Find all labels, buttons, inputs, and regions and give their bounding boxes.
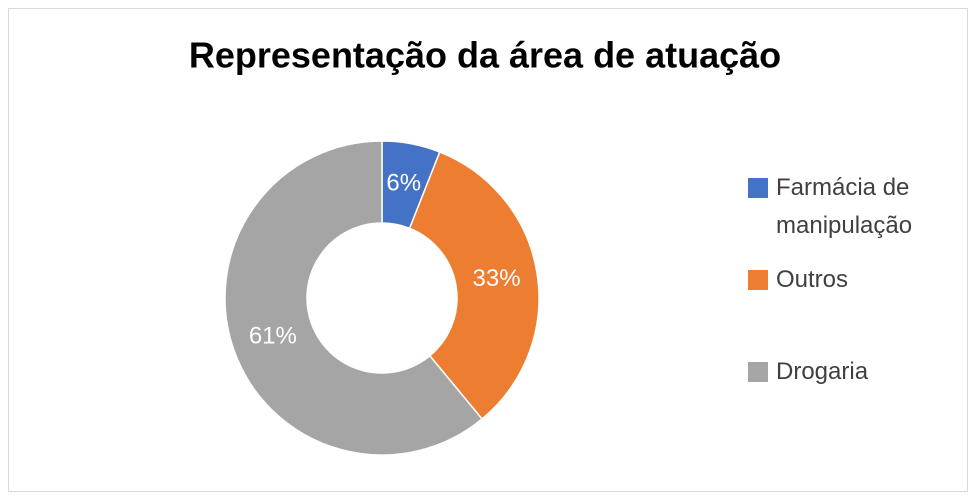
chart-title: Representação da área de atuação: [189, 35, 781, 76]
legend-label: Outros: [776, 266, 849, 293]
legend-item: Drogaria: [748, 354, 958, 446]
data-label: 6%: [386, 169, 421, 196]
legend: Farmácia de manipulação Outros Drogaria: [748, 170, 958, 446]
legend-item: Farmácia de manipulação: [748, 170, 958, 262]
data-label: 61%: [249, 323, 297, 350]
legend-swatch: [748, 270, 768, 290]
legend-label: Drogaria: [776, 358, 869, 385]
legend-swatch: [748, 178, 768, 198]
donut-slice: [408, 151, 540, 421]
data-label: 33%: [473, 265, 521, 292]
legend-swatch: [748, 362, 768, 382]
legend-label: Farmácia de manipulação: [776, 174, 913, 239]
donut-slice: [224, 140, 484, 456]
legend-item: Outros: [748, 262, 958, 354]
chart-border: [8, 8, 968, 492]
